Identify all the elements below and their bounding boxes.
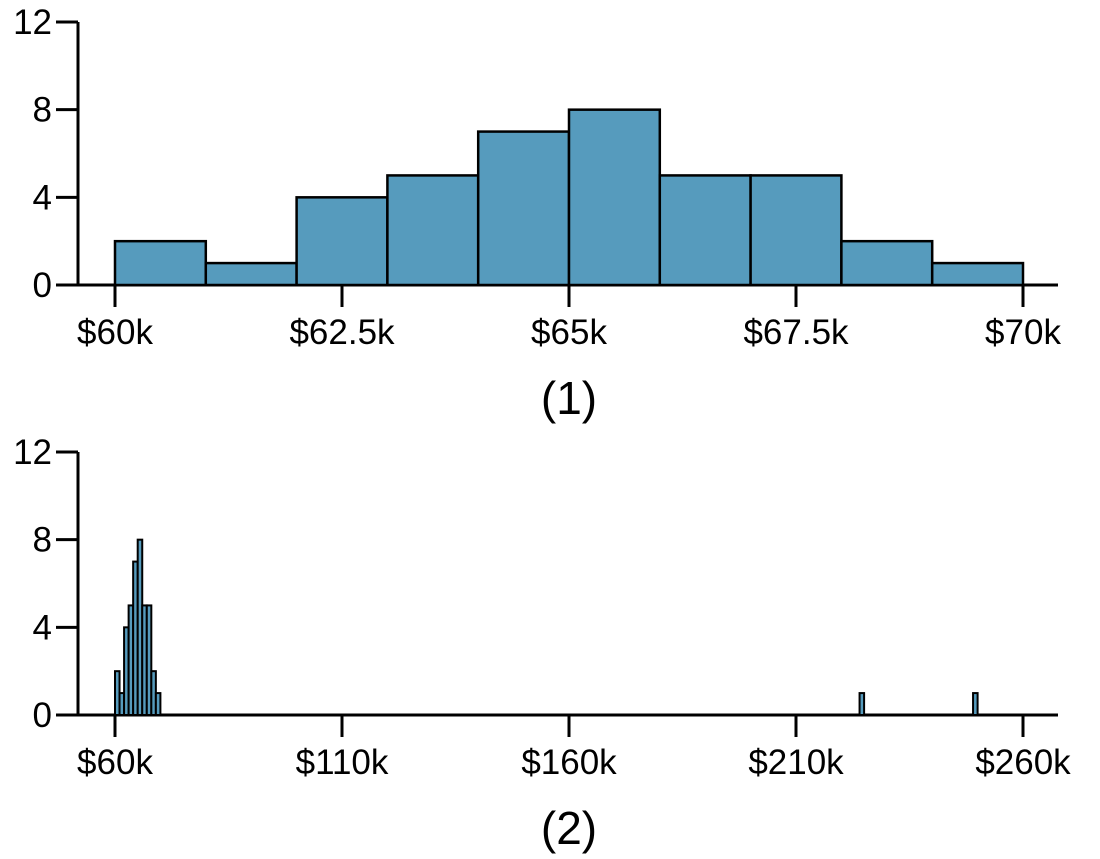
x-tick-label: $62.5k bbox=[289, 313, 395, 352]
y-tick-label: 0 bbox=[33, 696, 52, 735]
x-tick-label: $110k bbox=[296, 743, 389, 782]
histogram-bar bbox=[930, 261, 1025, 287]
x-tick-label: $60k bbox=[77, 313, 153, 352]
y-tick-label: 4 bbox=[33, 178, 52, 217]
y-tick-label: 0 bbox=[33, 266, 52, 305]
chart-1-caption: (1) bbox=[541, 372, 597, 424]
histogram-bar bbox=[858, 692, 866, 717]
y-tick-label: 12 bbox=[13, 433, 52, 472]
x-tick-label: $70k bbox=[985, 313, 1061, 352]
y-tick-label: 8 bbox=[33, 91, 52, 130]
histogram-bar bbox=[658, 174, 752, 287]
histogram-bar bbox=[567, 108, 662, 287]
histogram-bar bbox=[749, 174, 843, 287]
histogram-bar bbox=[113, 239, 208, 287]
x-tick-label: $210k bbox=[748, 743, 844, 782]
chart-2-caption: (2) bbox=[541, 802, 597, 854]
x-tick-label: $60k bbox=[77, 743, 153, 782]
x-tick-label: $260k bbox=[975, 743, 1071, 782]
y-tick-label: 12 bbox=[13, 3, 52, 42]
x-tick-label: $160k bbox=[521, 743, 617, 782]
histogram-bar bbox=[386, 174, 480, 287]
histogram-chart-2: (2) 0 4 8 12 $60k $110k $160k $210k $260k bbox=[13, 433, 1071, 854]
histogram-bar bbox=[840, 239, 934, 287]
histogram-chart-1: (1) 0 4 8 12 $60k $62.5k $65k $67.5k $70k bbox=[13, 3, 1061, 424]
y-tick-label: 4 bbox=[33, 608, 52, 647]
histogram-bar bbox=[204, 261, 298, 287]
histogram-bar bbox=[295, 196, 389, 287]
histogram-bar bbox=[972, 692, 979, 717]
histogram-bar bbox=[145, 604, 153, 717]
x-tick-label: $67.5k bbox=[743, 313, 849, 352]
histogram-bar bbox=[154, 692, 162, 717]
x-tick-label: $65k bbox=[531, 313, 607, 352]
histogram-bar bbox=[476, 130, 571, 287]
y-tick-label: 8 bbox=[33, 521, 52, 560]
